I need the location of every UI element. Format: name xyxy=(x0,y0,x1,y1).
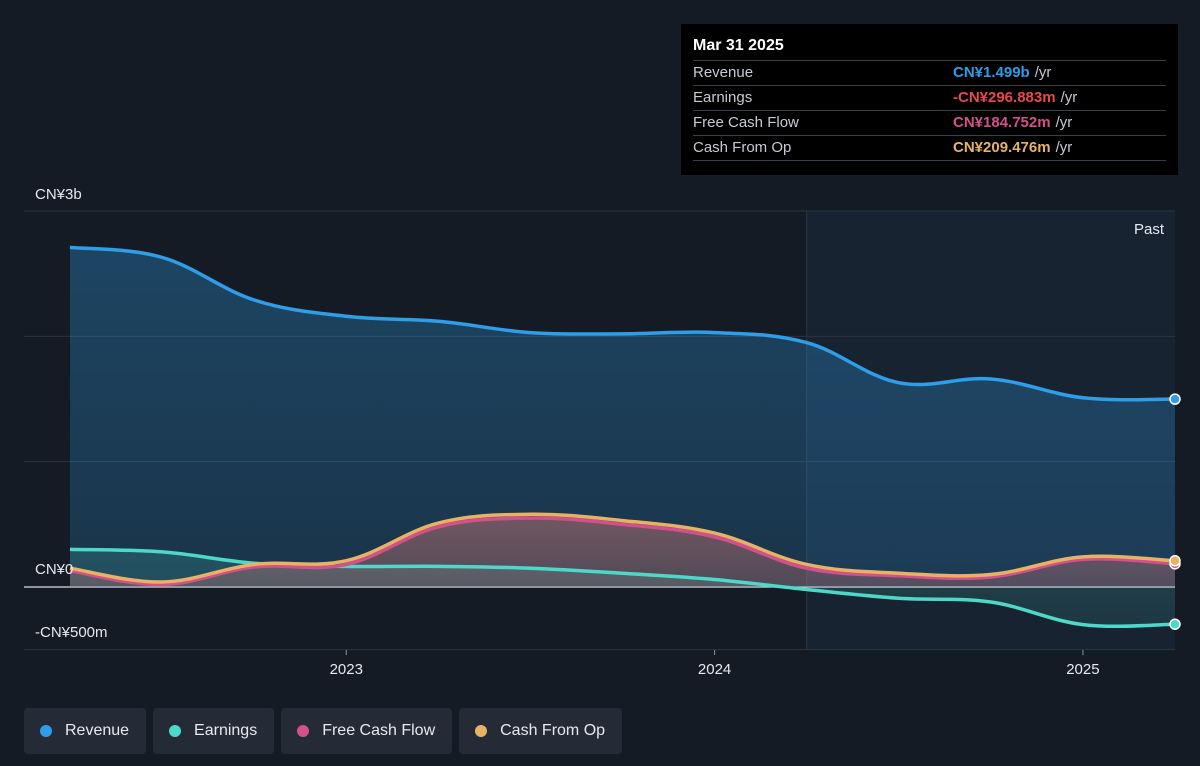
legend-item-cash-from-op[interactable]: Cash From Op xyxy=(459,708,623,754)
legend: Revenue Earnings Free Cash Flow Cash Fro… xyxy=(24,708,629,754)
x-tick-label: 2024 xyxy=(698,661,731,678)
x-tick-label: 2025 xyxy=(1066,661,1099,678)
tooltip-panel: Mar 31 2025 Revenue CN¥1.499b /yr Earnin… xyxy=(681,24,1178,175)
legend-dot-icon xyxy=(475,725,488,737)
tooltip-label: Free Cash Flow xyxy=(693,114,799,131)
tooltip-row-earnings: Earnings -CN¥296.883m /yr xyxy=(693,85,1166,110)
end-marker-revenue xyxy=(1169,393,1181,405)
series-end-markers xyxy=(1169,393,1181,630)
tooltip-unit: /yr xyxy=(1055,139,1073,156)
tooltip-value: -CN¥296.883m xyxy=(953,89,1056,106)
tooltip-label: Revenue xyxy=(693,64,754,81)
series-areas xyxy=(70,247,1175,627)
line-revenue xyxy=(69,245,1176,402)
y-tick-label-top: CN¥3b xyxy=(35,186,82,203)
legend-label: Earnings xyxy=(194,722,258,739)
legend-dot-icon xyxy=(169,725,182,737)
tooltip-row-revenue: Revenue CN¥1.499b /yr xyxy=(693,60,1166,85)
legend-item-earnings[interactable]: Earnings xyxy=(153,708,275,754)
legend-dot-icon xyxy=(40,725,52,737)
end-marker-earnings xyxy=(1169,618,1181,630)
tooltip-label: Earnings xyxy=(693,89,753,106)
x-tick-label: 2023 xyxy=(330,661,363,678)
series-lines xyxy=(69,245,1176,629)
tooltip-date: Mar 31 2025 xyxy=(693,37,784,54)
area-revenue xyxy=(70,247,1175,587)
legend-label: Revenue xyxy=(65,722,130,739)
legend-label: Cash From Op xyxy=(500,722,606,739)
line-free-cash-flow xyxy=(69,516,1176,587)
tooltip-unit: /yr xyxy=(1055,114,1073,131)
tooltip-unit: /yr xyxy=(1060,89,1078,106)
tooltip-value: CN¥1.499b xyxy=(953,64,1030,81)
tooltip-value: CN¥184.752m xyxy=(953,114,1051,131)
tooltip-row-cash-from-op: Cash From Op CN¥209.476m /yr xyxy=(693,135,1166,161)
axis-labels: CN¥3b CN¥0 -CN¥500m Past 2023 2024 2025 xyxy=(35,186,1165,678)
tooltip-unit: /yr xyxy=(1034,64,1052,81)
end-marker-cash-from-op xyxy=(1169,555,1181,567)
legend-item-free-cash-flow[interactable]: Free Cash Flow xyxy=(281,708,453,754)
line-cash-from-op xyxy=(69,512,1176,584)
y-tick-label-zero: CN¥0 xyxy=(35,561,73,578)
legend-dot-icon xyxy=(297,725,310,737)
tooltip-row-free-cash-flow: Free Cash Flow CN¥184.752m /yr xyxy=(693,110,1166,135)
y-tick-label-bottom: -CN¥500m xyxy=(35,624,108,641)
tooltip-value: CN¥209.476m xyxy=(953,139,1051,156)
legend-label: Free Cash Flow xyxy=(322,722,436,739)
tooltip-label: Cash From Op xyxy=(693,139,792,156)
area-cash-from-op xyxy=(70,514,1175,587)
past-label: Past xyxy=(1134,221,1165,238)
legend-item-revenue[interactable]: Revenue xyxy=(24,708,147,754)
